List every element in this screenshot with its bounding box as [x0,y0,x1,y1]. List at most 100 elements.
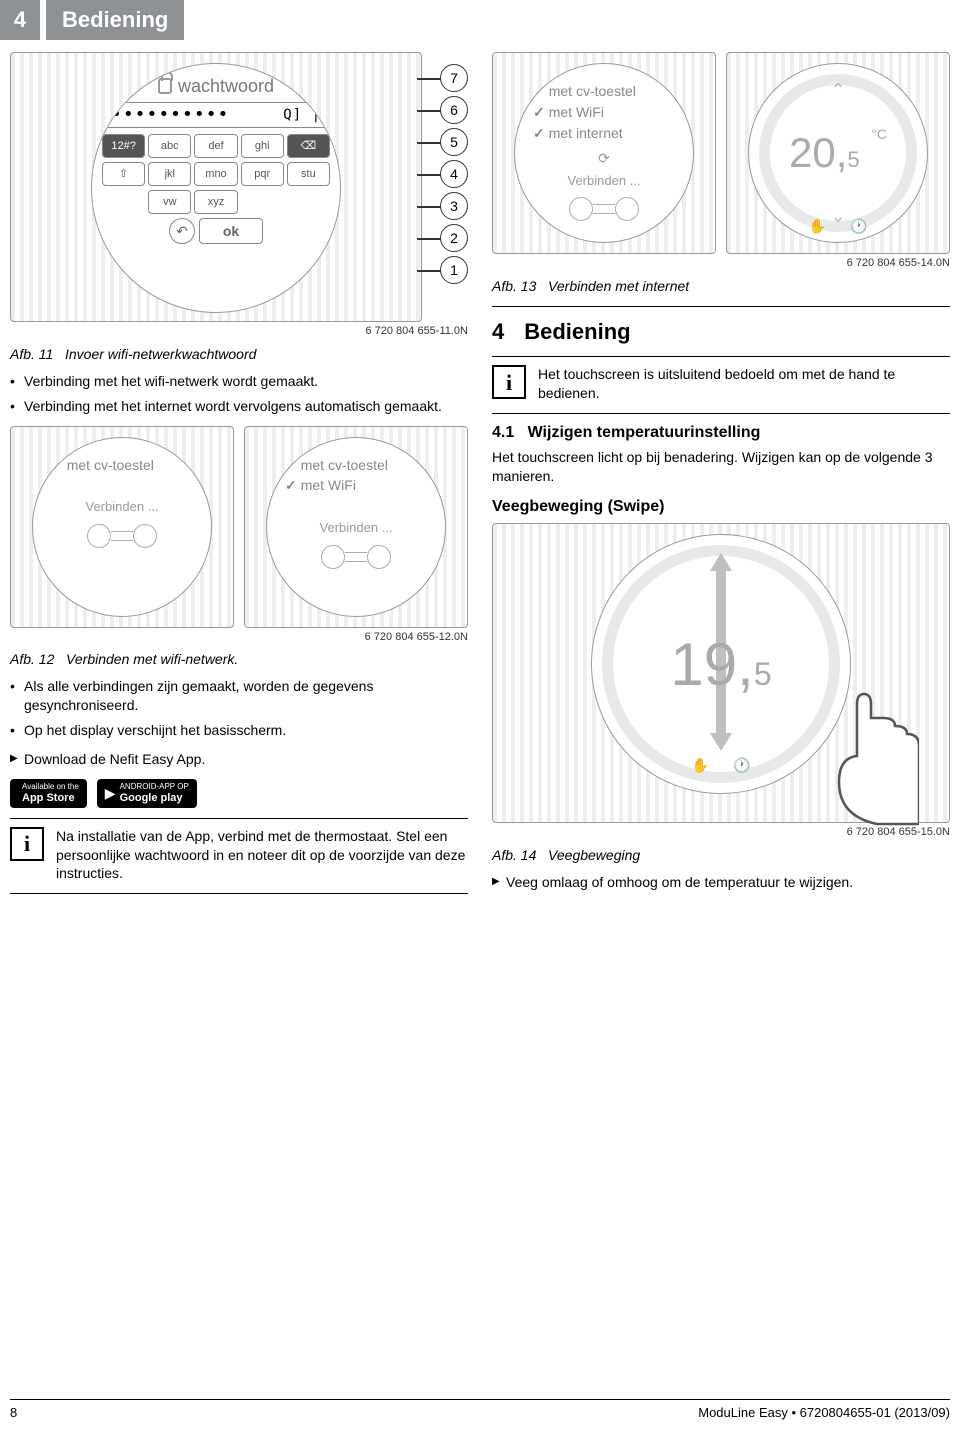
bottom-control-icon [515,197,693,221]
tri-item: Download de Nefit Easy App. [10,750,468,769]
page-footer: 8 ModuLine Easy • 6720804655-01 (2013/09… [0,1399,960,1422]
bullets-after-fig11: Verbinding met het wifi-netwerk wordt ge… [10,372,468,416]
fig14-frame: 19,5 ✋ 🕐 [492,523,950,823]
header-title: Bediening [46,0,184,40]
fig14-partnum: 6 720 804 655-15.0N [492,825,950,840]
fig12-left-verbinden: Verbinden ... [33,498,211,516]
fig13-right-device: ⌃ 20,5 °C ⌄ ✋🕐 [748,63,928,243]
divider [492,413,950,414]
key-mno[interactable]: mno [194,162,237,186]
ok-button[interactable]: ok [199,218,263,244]
password-dots: •••••••••• [111,103,283,127]
fig11-callouts: 7 6 5 4 3 2 1 [440,64,468,284]
callout-4: 4 [440,160,468,188]
key-jkl[interactable]: jkl [148,162,191,186]
bottom-control-icon [267,545,445,569]
info-icon: i [10,827,44,861]
temp-ring: ⌃ 20,5 °C ⌄ ✋🕐 [749,64,927,242]
key-pqr[interactable]: pqr [241,162,284,186]
sec4-1-title: Wijzigen temperatuurinstelling [528,424,761,441]
check-cv: met cv-toestel [51,456,203,475]
hand-icon: ✋ [692,756,709,775]
fig13-caption: Afb. 13 Verbinden met internet [492,277,950,296]
callout-1: 1 [440,256,468,284]
googleplay-badge[interactable]: ▶ ANDROID-APP OPGoogle play [97,779,197,808]
lock-icon [158,78,172,94]
check-wifi: met WiFi [533,103,685,122]
fig14-caption-label: Afb. 14 [492,847,536,863]
info-text: Na installatie van de App, verbind met d… [56,827,468,884]
temp-value: 19,5 [670,624,771,705]
bullets-after-fig12: Als alle verbindingen zijn gemaakt, word… [10,677,468,740]
temp-ring: 19,5 ✋ 🕐 [592,535,850,793]
check-cv: met cv-toestel [533,82,685,101]
finger-icon [829,686,919,826]
fig12-left-frame: met cv-toestel Verbinden ... [10,426,234,628]
fig13-right-frame: ⌃ 20,5 °C ⌄ ✋🕐 [726,52,950,254]
fig13-partnum: 6 720 804 655-14.0N [492,256,950,271]
appstore-badge[interactable]: Available on theApp Store [10,779,87,808]
fig12-left-checks: met cv-toestel [33,438,211,481]
tri-after-fig12: Download de Nefit Easy App. [10,750,468,769]
key-xyz[interactable]: xyz [194,190,237,214]
back-button[interactable]: ↶ [169,218,195,244]
chevron-up-icon: ⌃ [830,78,845,102]
key-ghi[interactable]: ghi [241,134,284,158]
divider [492,356,950,357]
key-backspace[interactable]: ⌫ [287,134,330,158]
callout-3: 3 [440,192,468,220]
mode-icons: ✋🕐 [749,217,927,236]
info-text: Het touchscreen is uitsluitend bedoeld o… [538,365,950,403]
temp-unit: °C [871,126,887,142]
fig11-caption-text: Invoer wifi-netwerkwachtwoord [65,346,256,362]
fig11-partnum: 6 720 804 655-11.0N [10,324,468,339]
callout-2: 2 [440,224,468,252]
info-after-fig12: i Na installatie van de App, verbind met… [10,827,468,884]
key-shift[interactable]: ⇧ [102,162,145,186]
key-abc[interactable]: abc [148,134,191,158]
right-column: met cv-toestel met WiFi met internet ⟳ V… [492,52,950,902]
footer-page-num: 8 [10,1404,17,1422]
left-column: wachtwoord •••••••••• Q] | 12#? abc def … [10,52,468,902]
bullet-item: Op het display verschijnt het basisscher… [10,721,468,740]
fig12-right-checks: met cv-toestel met WiFi [267,438,445,502]
sec4-1-heading: 4.1 Wijzigen temperatuurinstelling [492,422,950,444]
tri-item: Veeg omlaag of omhoog om de temperatuur … [492,873,950,892]
footer-doc-id: ModuLine Easy • 6720804655-01 (2013/09) [698,1404,950,1422]
key-symbols[interactable]: 12#? [102,134,145,158]
temp-int: 20, [789,129,847,176]
section-divider [492,306,950,307]
key-vw[interactable]: vw [148,190,191,214]
refresh-icon: ⟳ [515,149,693,168]
temp-int: 19, [670,631,753,698]
clock-icon: 🕐 [733,756,750,775]
check-internet: met internet [533,124,685,143]
play-bottom: Google play [120,792,189,804]
temp-dec: 5 [754,656,772,692]
fig12-partnum: 6 720 804 655-12.0N [10,630,468,645]
play-icon: ▶ [105,786,116,801]
play-top: ANDROID-APP OP [120,782,189,791]
fig13-pair: met cv-toestel met WiFi met internet ⟳ V… [492,52,950,254]
password-suffix: Q] | [283,106,321,125]
check-cv: met cv-toestel [285,456,437,475]
fig12-right-frame: met cv-toestel met WiFi Verbinden ... [244,426,468,628]
fig13-caption-label: Afb. 13 [492,278,536,294]
key-stu[interactable]: stu [287,162,330,186]
divider [10,893,468,894]
callout-5: 5 [440,128,468,156]
section4-heading: 4 Bediening [492,317,950,347]
section4-num: 4 [492,317,504,347]
section4-title: Bediening [524,317,630,347]
fig12-right-device: met cv-toestel met WiFi Verbinden ... [266,437,446,617]
tri-after-fig14: Veeg omlaag of omhoog om de temperatuur … [492,873,950,892]
fig14-device: 19,5 ✋ 🕐 [591,534,851,794]
key-def[interactable]: def [194,134,237,158]
swipe-heading: Veegbeweging (Swipe) [492,496,950,518]
callout-6: 6 [440,96,468,124]
store-badges: Available on theApp Store ▶ ANDROID-APP … [10,779,468,808]
bullet-item: Verbinding met het internet wordt vervol… [10,397,468,416]
fig12-caption-label: Afb. 12 [10,651,54,667]
fig13-left-frame: met cv-toestel met WiFi met internet ⟳ V… [492,52,716,254]
fig13-checks: met cv-toestel met WiFi met internet [515,64,693,149]
